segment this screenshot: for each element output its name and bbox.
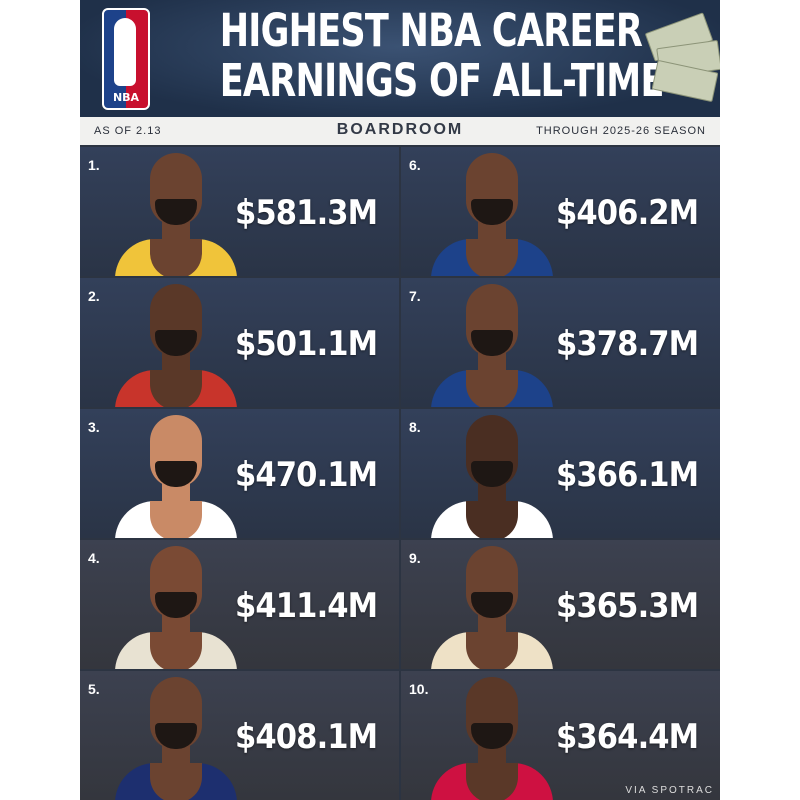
player-card: 8. $366.1M xyxy=(401,409,720,538)
career-earnings: $581.3M xyxy=(235,193,378,233)
career-earnings: $366.1M xyxy=(556,455,699,495)
subheader-bar: BOARDROOM AS OF 2.13 THROUGH 2025-26 SEA… xyxy=(80,117,720,145)
player-photo xyxy=(115,147,237,276)
rank-number: 5. xyxy=(88,681,100,697)
player-card: 4. $411.4M xyxy=(80,540,399,669)
brand-label: BOARDROOM xyxy=(336,121,464,138)
header: NBA HIGHEST NBA CAREER EARNINGS OF ALL-T… xyxy=(80,0,720,117)
source-credit: VIA SPOTRAC xyxy=(625,785,714,796)
infographic: NBA HIGHEST NBA CAREER EARNINGS OF ALL-T… xyxy=(80,0,720,800)
title-line-2: EARNINGS OF ALL-TIME xyxy=(219,54,665,107)
rank-number: 6. xyxy=(409,157,421,173)
player-photo xyxy=(115,278,237,407)
career-earnings: $470.1M xyxy=(235,455,378,495)
career-earnings: $364.4M xyxy=(556,717,699,757)
player-card: 3. $470.1M xyxy=(80,409,399,538)
rank-number: 1. xyxy=(88,157,100,173)
career-earnings: $406.2M xyxy=(556,193,699,233)
player-card: 5. $408.1M xyxy=(80,671,399,800)
rankings-grid: 1. $581.3M 2. $501.1M 3. $470.1 xyxy=(80,147,720,800)
player-photo xyxy=(431,147,553,276)
rank-number: 7. xyxy=(409,288,421,304)
player-card: 2. $501.1M xyxy=(80,278,399,407)
rank-number: 3. xyxy=(88,419,100,435)
career-earnings: $411.4M xyxy=(235,586,378,626)
player-card: 1. $581.3M xyxy=(80,147,399,276)
season-label: THROUGH 2025-26 SEASON xyxy=(536,125,706,137)
career-earnings: $501.1M xyxy=(235,324,378,364)
player-card: 6. $406.2M xyxy=(401,147,720,276)
rank-number: 2. xyxy=(88,288,100,304)
player-photo xyxy=(431,540,553,669)
player-photo xyxy=(431,409,553,538)
rank-number: 8. xyxy=(409,419,421,435)
player-photo xyxy=(115,671,237,800)
player-card: 7. $378.7M xyxy=(401,278,720,407)
player-photo xyxy=(115,540,237,669)
rank-number: 10. xyxy=(409,681,429,697)
career-earnings: $365.3M xyxy=(556,586,699,626)
rank-number: 9. xyxy=(409,550,421,566)
logo-text: NBA xyxy=(112,91,140,104)
title-line-1: HIGHEST NBA CAREER xyxy=(219,4,643,57)
rank-number: 4. xyxy=(88,550,100,566)
date-label: AS OF 2.13 xyxy=(94,125,162,137)
career-earnings: $408.1M xyxy=(235,717,378,757)
player-photo xyxy=(431,278,553,407)
career-earnings: $378.7M xyxy=(556,324,699,364)
player-card: 10. $364.4M xyxy=(401,671,720,800)
nba-logo: NBA xyxy=(102,8,150,110)
player-photo xyxy=(431,671,553,800)
player-card: 9. $365.3M xyxy=(401,540,720,669)
money-icon xyxy=(640,12,720,104)
page-title: HIGHEST NBA CAREER EARNINGS OF ALL-TIME xyxy=(219,4,665,107)
player-photo xyxy=(115,409,237,538)
